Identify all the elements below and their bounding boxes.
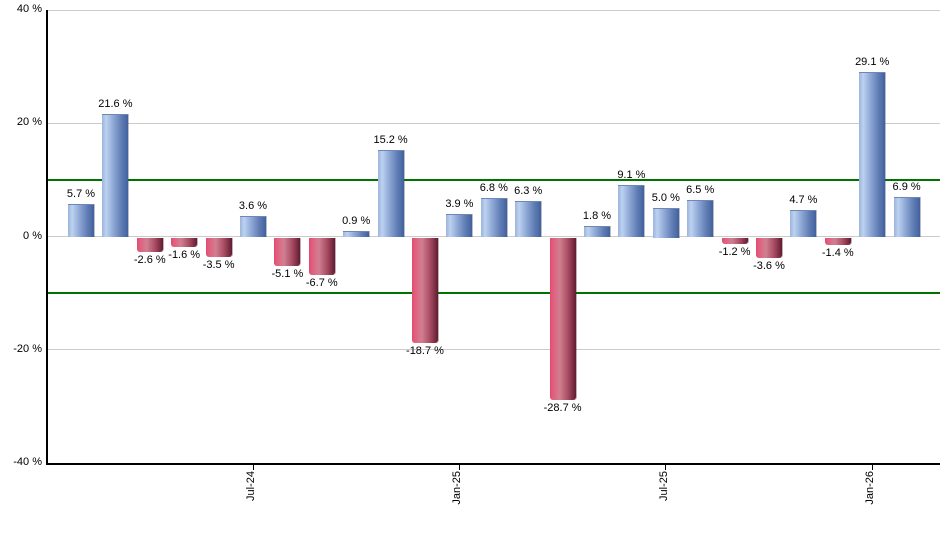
- bar-positive: [343, 231, 370, 238]
- bar-value-label: 3.6 %: [238, 200, 268, 213]
- bar-value-label: -2.6 %: [133, 254, 166, 267]
- x-axis-tick: [458, 465, 460, 470]
- bar-value-label: 4.7 %: [789, 193, 818, 206]
- bar-positive: [687, 199, 714, 238]
- bar-positive: [240, 216, 266, 238]
- bar-negative: [824, 237, 851, 246]
- bar-negative: [136, 237, 163, 253]
- bar-value-label: 9.1 %: [617, 168, 646, 181]
- x-axis-tick-label: Jan-25: [451, 471, 464, 505]
- bar-positive: [515, 200, 542, 238]
- bar-value-label: 21.6 %: [98, 98, 133, 111]
- bar-negative: [412, 237, 438, 344]
- bar-value-label: 3.9 %: [445, 198, 474, 211]
- x-axis-tick-label: Jan-26: [864, 471, 877, 505]
- bar-value-label: 6.8 %: [479, 181, 508, 194]
- bar-value-label: 5.7 %: [66, 188, 96, 201]
- x-axis-tick-label: Jul-24: [245, 471, 257, 501]
- bar-value-label: -1.6 %: [168, 248, 201, 261]
- bar-value-label: -6.7 %: [305, 277, 338, 290]
- x-axis-tick: [252, 465, 254, 470]
- y-axis-tick-label: 0 %: [23, 229, 42, 242]
- y-axis-tick-label: -20 %: [13, 342, 42, 355]
- bar-value-label: 6.5 %: [686, 183, 715, 196]
- bar-positive: [618, 184, 645, 238]
- bar-positive: [652, 208, 679, 238]
- bar-value-label: 15.2 %: [373, 134, 408, 147]
- x-axis-tick-label: Jul-25: [657, 471, 670, 501]
- y-gridline: [48, 349, 940, 351]
- bar-negative: [205, 237, 232, 258]
- x-axis-tick: [871, 465, 873, 470]
- bar-value-label: 29.1 %: [855, 55, 890, 68]
- bar-value-label: -18.7 %: [406, 345, 444, 358]
- bar-value-label: -1.4 %: [821, 247, 854, 260]
- bar-value-label: -5.1 %: [271, 268, 304, 281]
- y-axis-line: [46, 10, 48, 465]
- y-gridline: [48, 9, 940, 11]
- bar-positive: [480, 197, 507, 238]
- y-gridline: [48, 122, 940, 124]
- bar-negative: [756, 237, 782, 258]
- bar-value-label: 6.3 %: [514, 184, 543, 197]
- bar-negative: [171, 237, 198, 247]
- bar-positive: [859, 71, 886, 238]
- y-axis-tick-label: 40 %: [16, 3, 42, 15]
- bar-positive: [893, 197, 920, 238]
- bar-negative: [721, 237, 748, 245]
- bar-positive: [377, 150, 404, 238]
- bar-negative: [549, 237, 576, 400]
- bar-positive: [446, 214, 473, 238]
- bar-positive: [102, 114, 129, 238]
- bar-value-label: 1.8 %: [582, 210, 612, 223]
- bar-value-label: 5.0 %: [651, 192, 680, 205]
- bar-positive: [584, 226, 610, 238]
- bar-value-label: -3.5 %: [202, 259, 235, 272]
- bar-positive: [790, 209, 817, 238]
- bar-value-label: 0.9 %: [342, 215, 371, 228]
- y-axis-tick-label: 20 %: [16, 116, 42, 129]
- bar-value-label: 6.9 %: [892, 181, 921, 194]
- bar-positive: [68, 204, 94, 238]
- bar-value-label: -3.6 %: [753, 259, 785, 272]
- bar-negative: [274, 237, 301, 267]
- x-axis-line: [46, 463, 940, 465]
- threshold-line: [48, 292, 940, 295]
- bar-value-label: -28.7 %: [543, 402, 582, 414]
- x-axis-tick: [665, 465, 667, 470]
- bar-value-label: -1.2 %: [718, 246, 751, 259]
- threshold-line: [48, 178, 940, 181]
- y-axis-tick-label: -40 %: [13, 456, 42, 468]
- bar-negative: [308, 237, 335, 276]
